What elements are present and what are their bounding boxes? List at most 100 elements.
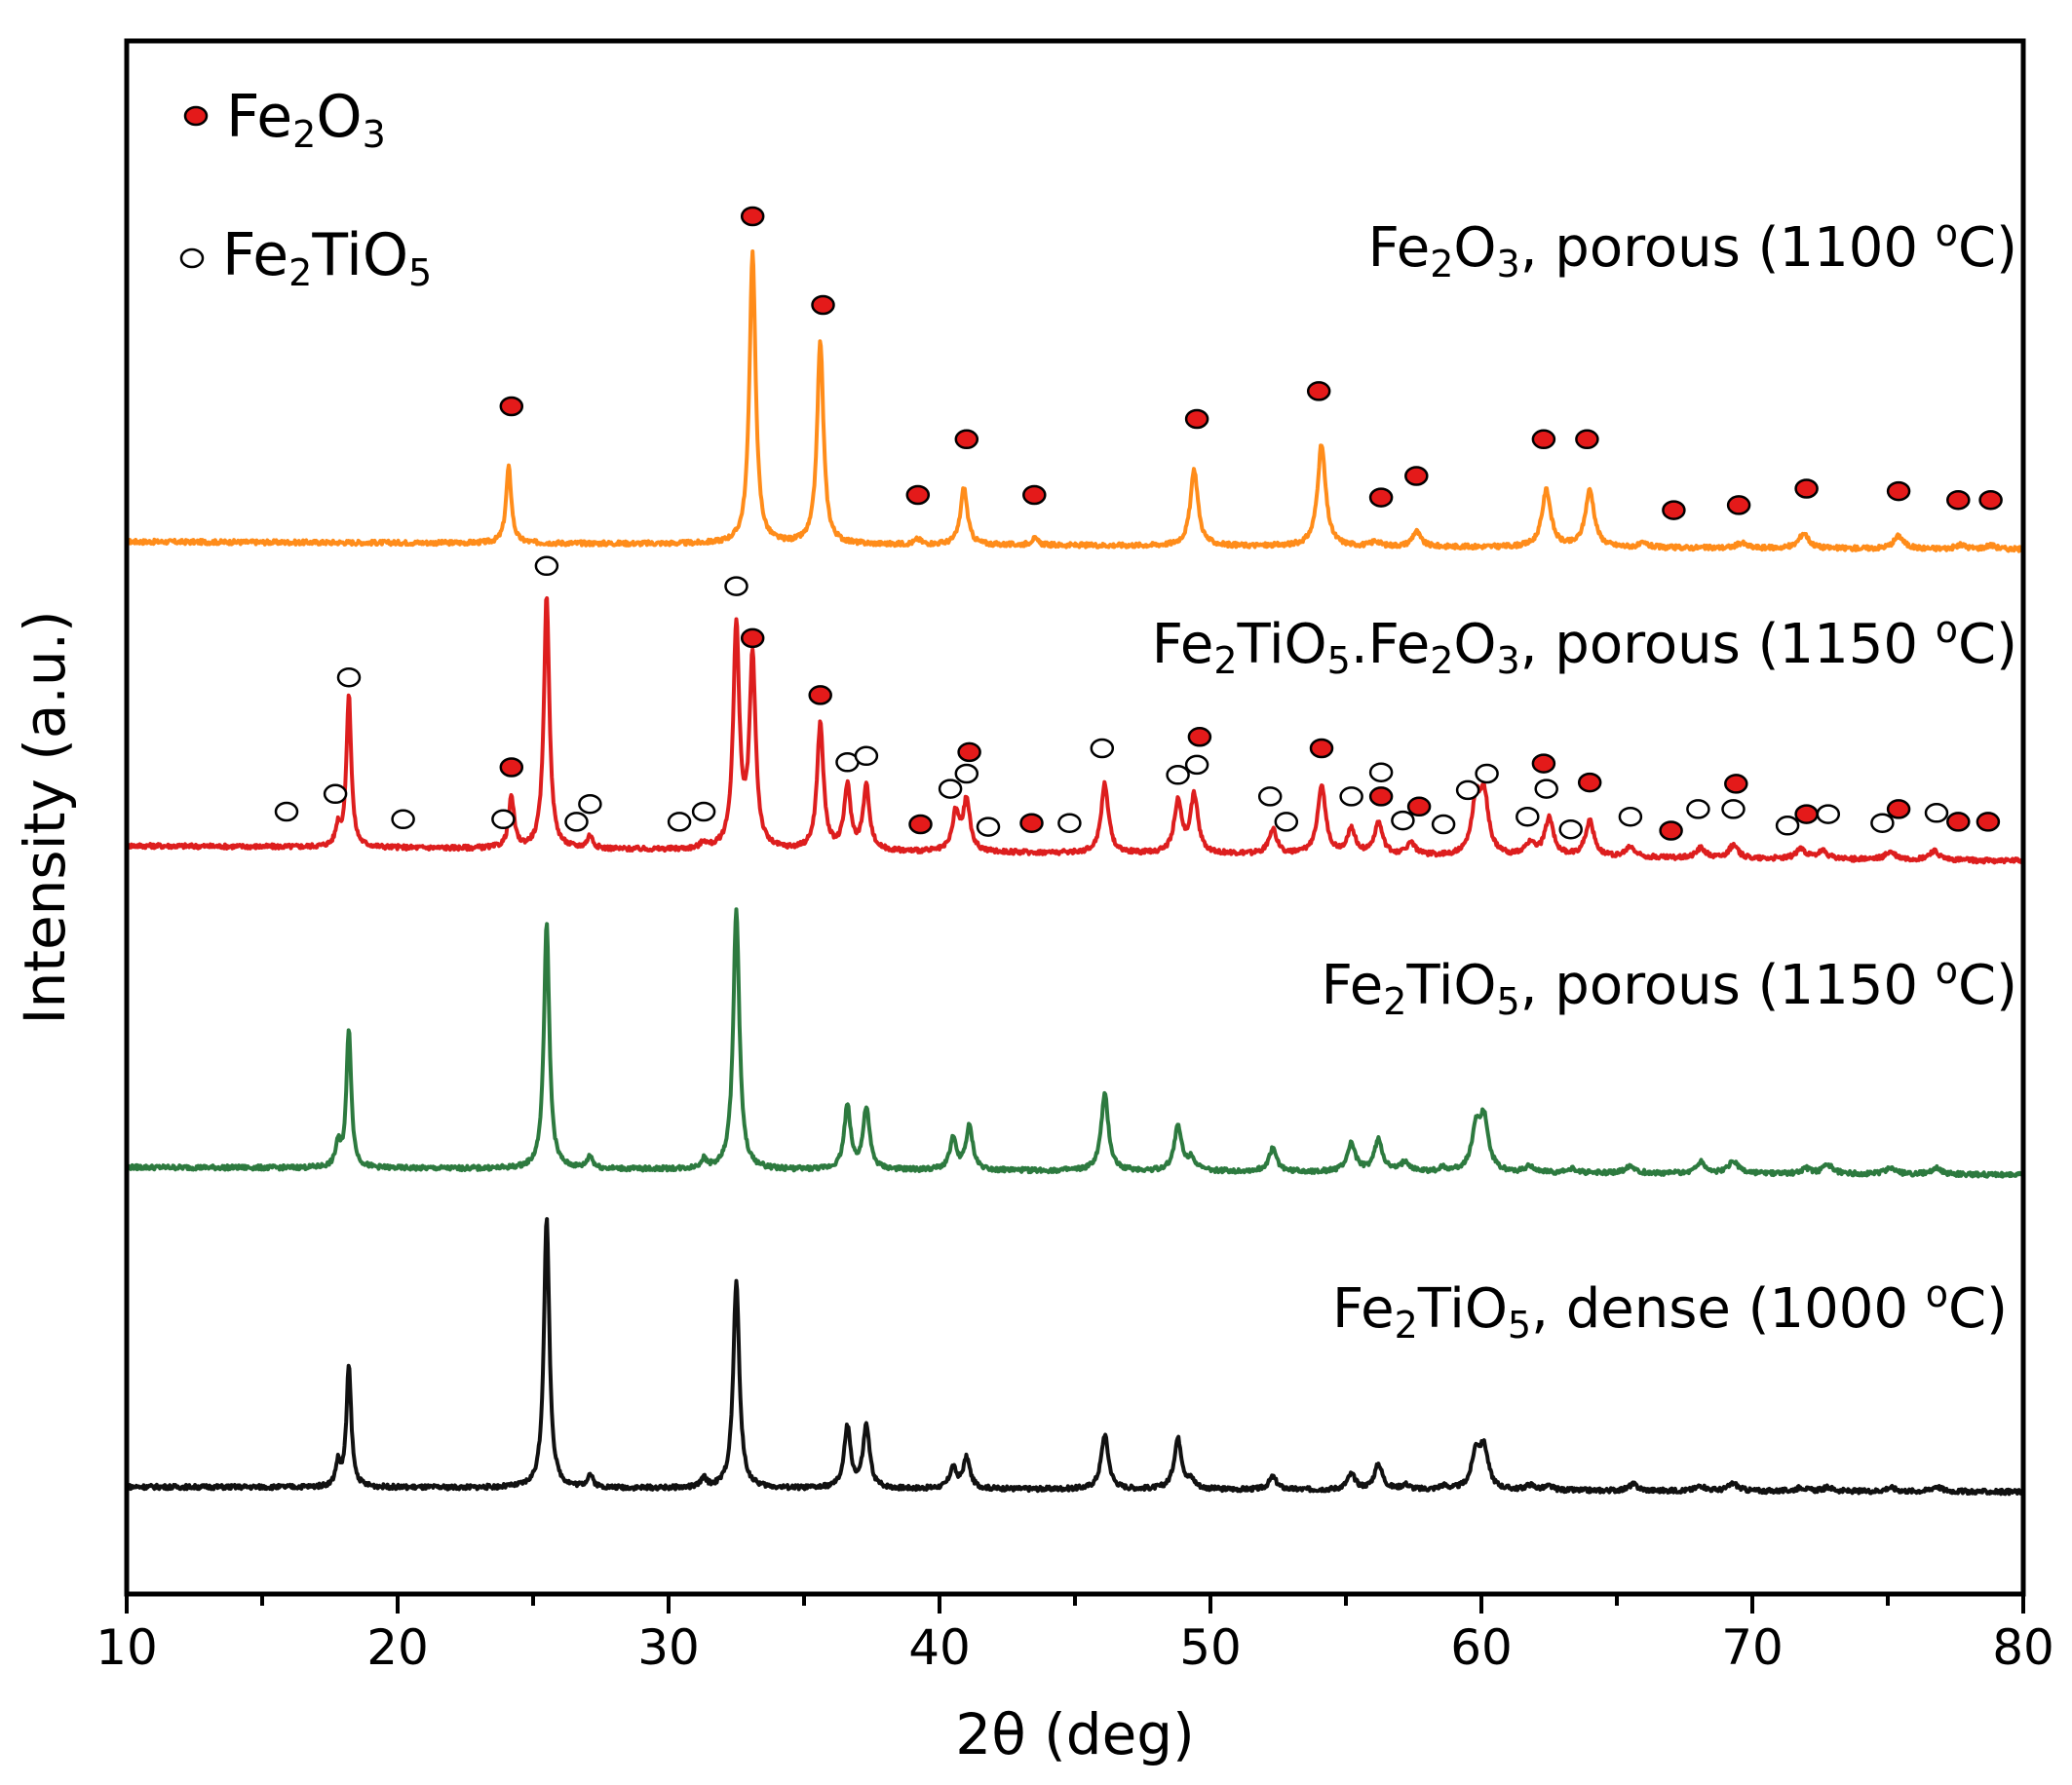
x-tick-label-70: 70	[1721, 1619, 1784, 1676]
fe2tio5-marker-s2-10	[691, 801, 716, 822]
fe2tio5-marker-s2-11	[724, 576, 748, 596]
legend-marker-fe2tio5	[179, 247, 205, 269]
fe2tio5-marker-s2-2	[336, 666, 362, 688]
fe2o3-marker-s2-29	[1309, 738, 1334, 759]
fe2o3-marker-s2-49	[1794, 804, 1819, 824]
fe2o3-marker-s2-32	[1368, 786, 1394, 807]
fe2tio5-marker-s2-43	[1618, 806, 1643, 827]
fe2o3-marker-s2-16	[908, 814, 933, 835]
x-tick-label-80: 80	[1992, 1619, 2054, 1676]
fe2tio5-marker-s2-9	[667, 812, 692, 832]
x-tick-label-60: 60	[1450, 1619, 1513, 1676]
y-axis-title: Intensity (a.u.)	[12, 610, 78, 1024]
series-labels: Fe2O3, porous (1100 oC) Fe2TiO5.Fe2O3, po…	[1152, 211, 2017, 1347]
series-label-s2: Fe2TiO5.Fe2O3, porous (1150 oC)	[1152, 608, 2017, 682]
series-line-s1	[125, 249, 2024, 553]
fe2tio5-marker-s2-30	[1339, 786, 1363, 807]
plot-area: Fe2O3, porous (1100 oC) Fe2TiO5.Fe2O3, po…	[96, 38, 2054, 1676]
fe2o3-marker-s1-0	[499, 396, 524, 417]
fe2tio5-marker-s2-18	[954, 763, 979, 784]
fe2tio5-marker-s2-6	[534, 555, 559, 577]
fe2o3-marker-s1-5	[1022, 484, 1047, 506]
fe2tio5-marker-s2-36	[1455, 779, 1480, 801]
fe2o3-marker-s1-6	[1184, 408, 1209, 430]
fe2o3-marker-s1-17	[1978, 489, 2003, 511]
marker-layer	[274, 206, 2003, 841]
fe2o3-marker-s2-42	[1577, 772, 1602, 793]
fe2o3-marker-s2-19	[957, 741, 981, 763]
fe2o3-marker-s2-55	[1976, 812, 2001, 832]
x-tick-label-50: 50	[1179, 1619, 1242, 1676]
fe2tio5-marker-s2-38	[1516, 806, 1540, 827]
fe2tio5-marker-s2-23	[1090, 738, 1115, 759]
fe2tio5-marker-s2-20	[976, 817, 1001, 837]
fe2tio5-marker-s2-48	[1775, 816, 1800, 836]
x-axis-title: 2θ (deg)	[955, 1701, 1194, 1767]
fe2o3-marker-s1-16	[1946, 489, 1971, 511]
legend-marker-fe2o3	[183, 105, 209, 127]
fe2tio5-marker-s2-41	[1558, 818, 1583, 840]
fe2tio5-marker-s2-40	[1534, 779, 1558, 799]
fe2o3-marker-s1-4	[954, 429, 979, 450]
series-line-s3	[125, 907, 2025, 1179]
fe2tio5-marker-s2-7	[564, 812, 589, 832]
legend-label-fe2o3: Fe2O3	[226, 83, 386, 156]
fe2o3-marker-s1-12	[1662, 500, 1686, 520]
fe2o3-marker-s1-10	[1531, 429, 1556, 450]
fe2o3-marker-s2-26	[1187, 727, 1212, 747]
fe2tio5-marker-s2-15	[854, 745, 879, 767]
fe2o3-marker-s1-7	[1306, 381, 1331, 401]
series-label-s1: Fe2O3, porous (1100 oC)	[1368, 211, 2017, 285]
series-label-s4: Fe2TiO5, dense (1000 oC)	[1332, 1272, 2008, 1347]
fe2tio5-marker-s2-17	[938, 779, 963, 799]
series-line-s4	[125, 1217, 2025, 1497]
fe2o3-marker-s2-21	[1019, 813, 1044, 833]
fe2tio5-marker-s2-46	[1721, 799, 1746, 819]
fe2tio5-marker-s2-50	[1816, 804, 1841, 824]
fe2o3-marker-s1-11	[1575, 429, 1599, 450]
fe2tio5-marker-s2-0	[274, 801, 299, 822]
fe2o3-marker-s2-47	[1724, 774, 1748, 794]
fe2o3-marker-s2-39	[1531, 753, 1556, 774]
legend-label-fe2tio5: Fe2TiO5	[222, 221, 432, 294]
fe2tio5-marker-s2-45	[1686, 799, 1710, 819]
fe2o3-marker-s2-52	[1886, 799, 1911, 819]
x-tick-label-20: 20	[366, 1619, 429, 1676]
fe2o3-marker-s1-2	[811, 294, 835, 316]
fe2tio5-marker-s2-25	[1184, 754, 1209, 776]
fe2tio5-marker-s2-22	[1057, 813, 1082, 833]
fe2o3-marker-s1-13	[1726, 495, 1751, 515]
x-axis-ticks: 10 20 30 40 50 60 70 80	[96, 1594, 2054, 1676]
fe2tio5-marker-s2-27	[1257, 786, 1283, 807]
fe2o3-marker-s2-44	[1659, 820, 1683, 841]
fe2o3-marker-s2-34	[1406, 796, 1432, 817]
fe2tio5-marker-s2-8	[578, 793, 602, 815]
legend: Fe2O3 Fe2TiO5	[179, 83, 432, 294]
fe2tio5-marker-s2-37	[1475, 763, 1499, 784]
x-tick-label-10: 10	[96, 1619, 158, 1676]
fe2tio5-marker-s2-53	[1924, 803, 1949, 823]
series-line-s2	[125, 595, 2025, 865]
x-tick-label-40: 40	[908, 1619, 971, 1676]
fe2o3-marker-s2-5	[499, 757, 524, 778]
fe2tio5-marker-s2-33	[1391, 810, 1415, 831]
fe2o3-marker-s2-54	[1946, 812, 1971, 832]
fe2tio5-marker-s2-31	[1368, 762, 1394, 782]
fe2o3-marker-s2-12	[740, 627, 765, 649]
fe2tio5-marker-s2-51	[1870, 813, 1895, 833]
fe2o3-marker-s1-15	[1886, 480, 1911, 502]
fe2o3-marker-s1-8	[1368, 487, 1394, 508]
fe2tio5-marker-s2-4	[491, 809, 516, 830]
series-label-s3: Fe2TiO5, porous (1150 oC)	[1322, 949, 2017, 1023]
fe2tio5-marker-s2-35	[1431, 814, 1456, 835]
fe2o3-marker-s1-1	[740, 206, 765, 227]
fe2o3-marker-s2-13	[808, 685, 832, 705]
fe2o3-marker-s1-3	[905, 484, 931, 506]
fe2tio5-marker-s2-1	[323, 783, 348, 805]
fe2tio5-marker-s2-3	[391, 809, 415, 830]
fe2o3-marker-s1-9	[1404, 466, 1429, 486]
fe2tio5-marker-s2-24	[1166, 765, 1190, 785]
x-tick-label-30: 30	[637, 1619, 700, 1676]
fe2o3-marker-s1-14	[1794, 478, 1819, 499]
